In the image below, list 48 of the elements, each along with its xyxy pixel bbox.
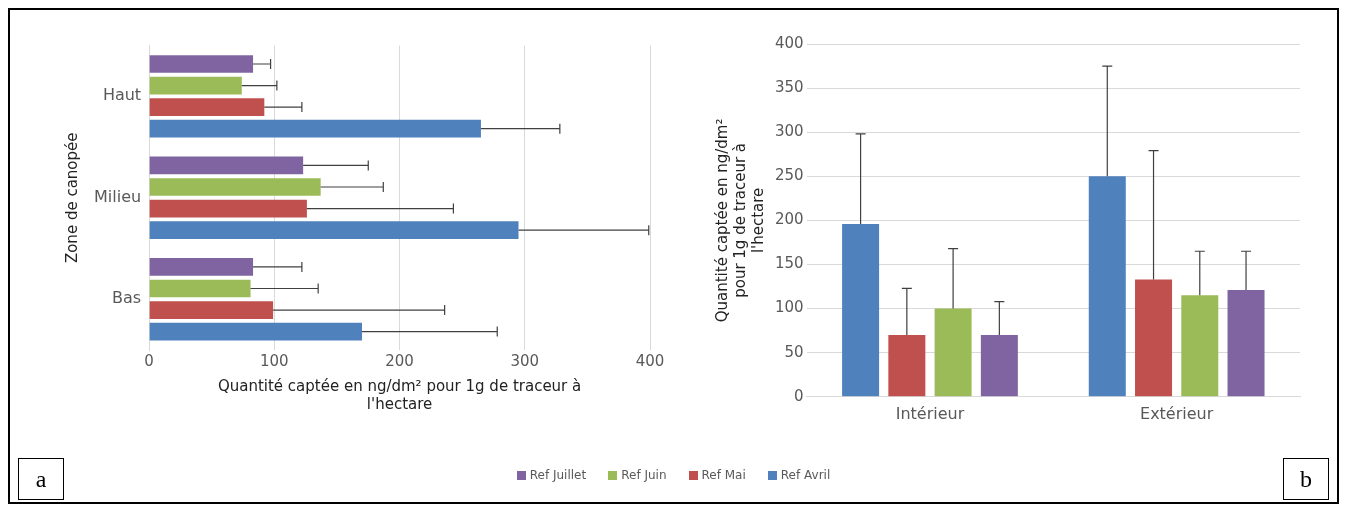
bar: [149, 322, 362, 341]
bar: [934, 308, 972, 397]
bar: [1227, 290, 1265, 397]
y-tick-label: 400: [774, 33, 804, 52]
bar: [1135, 279, 1173, 397]
y-tick-label: 100: [774, 298, 804, 317]
y-tick-label: 0: [794, 386, 804, 405]
bar: [149, 76, 242, 95]
bar: [149, 156, 304, 175]
legend-label: Ref Juin: [621, 468, 667, 482]
bar: [149, 119, 481, 138]
x-tick-label: Intérieur: [895, 403, 965, 423]
y-tick-label: Milieu: [94, 186, 142, 206]
y-tick-label: 300: [774, 122, 804, 141]
x-tick-label: Extérieur: [1140, 403, 1214, 423]
x-axis-title: Quantité captée en ng/dm² pour 1g de traceur à l'hectare: [217, 376, 582, 413]
y-tick-label: Bas: [112, 288, 142, 308]
bar: [149, 301, 274, 319]
y-tick-label: 150: [774, 254, 804, 273]
y-tick-label: 50: [784, 342, 804, 361]
y-axis-title: Zone de canopée: [62, 132, 81, 264]
bar: [149, 98, 265, 116]
legend-label: Ref Juillet: [529, 468, 587, 482]
bar: [149, 178, 321, 196]
x-tick-label: 400: [635, 351, 665, 370]
bar: [149, 221, 519, 239]
legend-label: Ref Mai: [701, 468, 746, 482]
legend-label: Ref Avril: [780, 468, 831, 482]
bar: [980, 335, 1018, 397]
bar: [149, 199, 307, 218]
bar: [149, 55, 254, 73]
y-tick-label: Haut: [102, 85, 142, 105]
y-tick-label: 350: [774, 77, 804, 96]
y-tick-label: 200: [774, 210, 804, 229]
y-tick-label: 250: [774, 166, 804, 185]
x-tick-label: 300: [510, 351, 540, 370]
bar: [149, 258, 254, 276]
y-axis-title: Quantité captée en ng/dm² pour 1g de traceur à l'hectare: [712, 118, 767, 323]
text: a: [18, 458, 64, 500]
x-tick-label: 200: [385, 351, 414, 370]
x-tick-label: 100: [260, 351, 289, 370]
bar: [1181, 295, 1219, 397]
bar: [842, 223, 880, 397]
bar: [1088, 176, 1126, 397]
bar: [149, 279, 251, 298]
x-tick-label: 0: [144, 351, 154, 370]
text: b: [1283, 458, 1329, 500]
bar: [888, 335, 926, 397]
